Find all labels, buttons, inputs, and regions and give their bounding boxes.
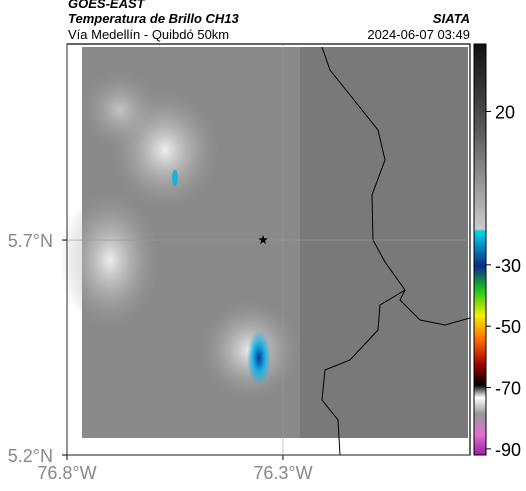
datetime: 2024-06-07 03:49	[367, 27, 470, 42]
imagery	[60, 46, 471, 456]
location-marker	[258, 235, 268, 245]
x-tick-label: 76.8°W	[37, 463, 96, 483]
source: GOES-EAST	[68, 0, 146, 11]
y-tick-label: 5.2°N	[8, 446, 53, 466]
colorbar-label: -50	[495, 317, 521, 337]
route: Vía Medellín - Quibdó 50km	[68, 27, 229, 42]
y-tick-label: 5.7°N	[8, 231, 53, 251]
x-tick-label: 76.3°W	[253, 463, 312, 483]
colorbar-label: -70	[495, 379, 521, 399]
product: Temperatura de Brillo CH13	[68, 11, 240, 26]
colorbar-label: 20	[495, 102, 515, 122]
colorbar	[473, 43, 487, 456]
org: SIATA	[433, 11, 470, 26]
colorbar-label: -90	[495, 440, 521, 460]
colorbar-label: -30	[495, 256, 521, 276]
